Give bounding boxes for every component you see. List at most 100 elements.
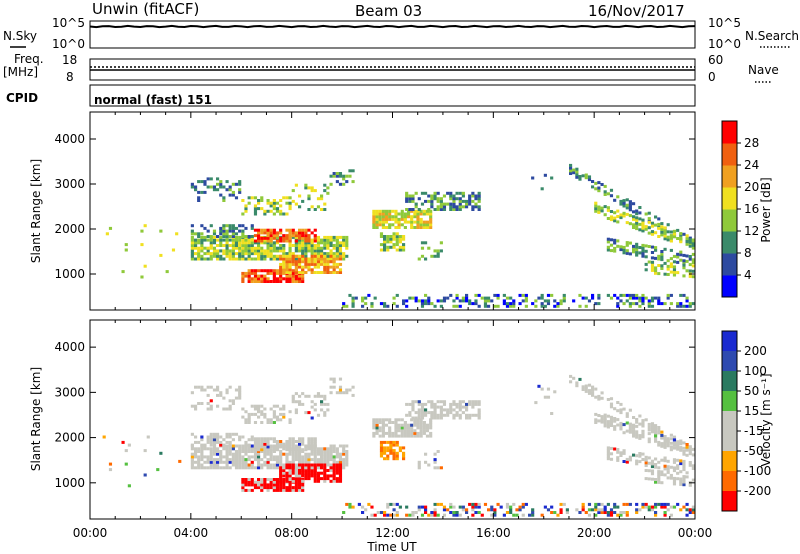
heatmap-cell (688, 446, 692, 450)
heatmap-cell (231, 444, 235, 448)
heatmap-cell (372, 421, 376, 424)
heatmap-cell (417, 400, 421, 404)
heatmap-cell (682, 475, 686, 479)
heatmap-cell (338, 466, 343, 470)
heatmap-cell (375, 220, 379, 224)
heatmap-cell (402, 457, 406, 461)
heatmap-cell (663, 445, 667, 449)
heatmap-cell (342, 177, 346, 181)
heatmap-cell (241, 466, 245, 470)
heatmap-cell (632, 217, 636, 221)
heatmap-cell (635, 511, 639, 514)
heatmap-cell (291, 469, 295, 472)
heatmap-cell (279, 471, 283, 475)
heatmap-cell (616, 458, 620, 462)
heatmap-cell (275, 460, 280, 464)
power-colorbar-tick: 28 (744, 136, 759, 150)
x-tick-label: 16:00 (476, 526, 511, 540)
heatmap-cell (282, 483, 286, 487)
heatmap-cell (253, 412, 258, 416)
heatmap-cell (455, 197, 459, 201)
heatmap-cell (206, 440, 210, 444)
heatmap-cell (316, 244, 321, 247)
heatmap-cell (310, 257, 314, 261)
heatmap-cell (429, 418, 433, 422)
heatmap-cell (194, 450, 198, 453)
heatmap-cell (540, 296, 544, 300)
heatmap-cell (400, 418, 404, 422)
heatmap-cell (301, 488, 305, 492)
heatmap-cell (225, 244, 229, 247)
heatmap-cell (521, 299, 525, 303)
velocity-colorbar-swatch (722, 491, 737, 512)
heatmap-cell (200, 238, 204, 242)
heatmap-cell (413, 220, 417, 224)
heatmap-cell (304, 260, 308, 264)
heatmap-cell (326, 268, 330, 272)
heatmap-cell (335, 477, 339, 481)
heatmap-cell (250, 435, 254, 439)
heatmap-cell (294, 257, 298, 261)
heatmap-cell (471, 208, 475, 211)
heatmap-cell (635, 459, 639, 463)
heatmap-cell (676, 252, 680, 256)
heatmap-cell (430, 411, 434, 415)
heatmap-cell (272, 458, 276, 462)
heatmap-cell (628, 502, 632, 506)
heatmap-cell (477, 208, 481, 211)
heatmap-cell (241, 274, 245, 278)
heatmap-cell (269, 209, 273, 213)
heatmap-cell (381, 423, 385, 427)
heatmap-cell (394, 212, 398, 216)
heatmap-cell (657, 296, 661, 300)
heatmap-cell (682, 462, 686, 466)
heatmap-cell (679, 482, 683, 486)
heatmap-cell (222, 443, 226, 447)
heatmap-cell (294, 244, 298, 247)
heatmap-cell (323, 469, 327, 472)
power-colorbar-tick: 4 (744, 268, 752, 282)
heatmap-cell (326, 254, 330, 258)
heatmap-cell (389, 245, 393, 249)
heatmap-cell (455, 208, 459, 211)
heatmap-cell (209, 432, 213, 436)
cpid-mode: normal (fast) 151 (94, 93, 212, 107)
heatmap-cell (672, 460, 677, 464)
heatmap-cell (298, 249, 302, 253)
heatmap-cell (260, 440, 264, 443)
heatmap-cell (391, 431, 395, 435)
heatmap-cell (212, 249, 217, 253)
heatmap-cell (241, 244, 245, 247)
heatmap-cell (628, 200, 632, 204)
heatmap-cell (397, 223, 401, 227)
heatmap-cell (275, 249, 280, 253)
heatmap-cell (313, 469, 317, 472)
heatmap-cell (461, 296, 465, 300)
heatmap-cell (291, 448, 295, 452)
heatmap-cell (216, 254, 220, 258)
heatmap-cell (429, 426, 433, 430)
heatmap-cell (594, 204, 598, 208)
heatmap-cell (378, 418, 382, 422)
heatmap-cell (672, 273, 677, 277)
heatmap-cell (663, 513, 667, 517)
heatmap-cell (320, 260, 324, 264)
heatmap-cell (345, 502, 349, 506)
heatmap-cell (231, 432, 235, 436)
heatmap-cell (310, 205, 314, 209)
heatmap-cell (234, 458, 239, 462)
heatmap-cell (594, 302, 598, 306)
heatmap-cell (430, 302, 434, 306)
heatmap-cell (650, 224, 655, 228)
heatmap-cell (288, 262, 292, 266)
heatmap-cell (641, 249, 645, 253)
heatmap-cell (345, 238, 349, 242)
heatmap-cell (206, 235, 210, 238)
y-tick-label: 4000 (54, 340, 85, 354)
heatmap-cell (282, 474, 286, 478)
heatmap-cell (326, 191, 330, 195)
heatmap-cell (260, 280, 264, 283)
heatmap-cell (600, 415, 604, 419)
heatmap-cell (493, 513, 497, 517)
